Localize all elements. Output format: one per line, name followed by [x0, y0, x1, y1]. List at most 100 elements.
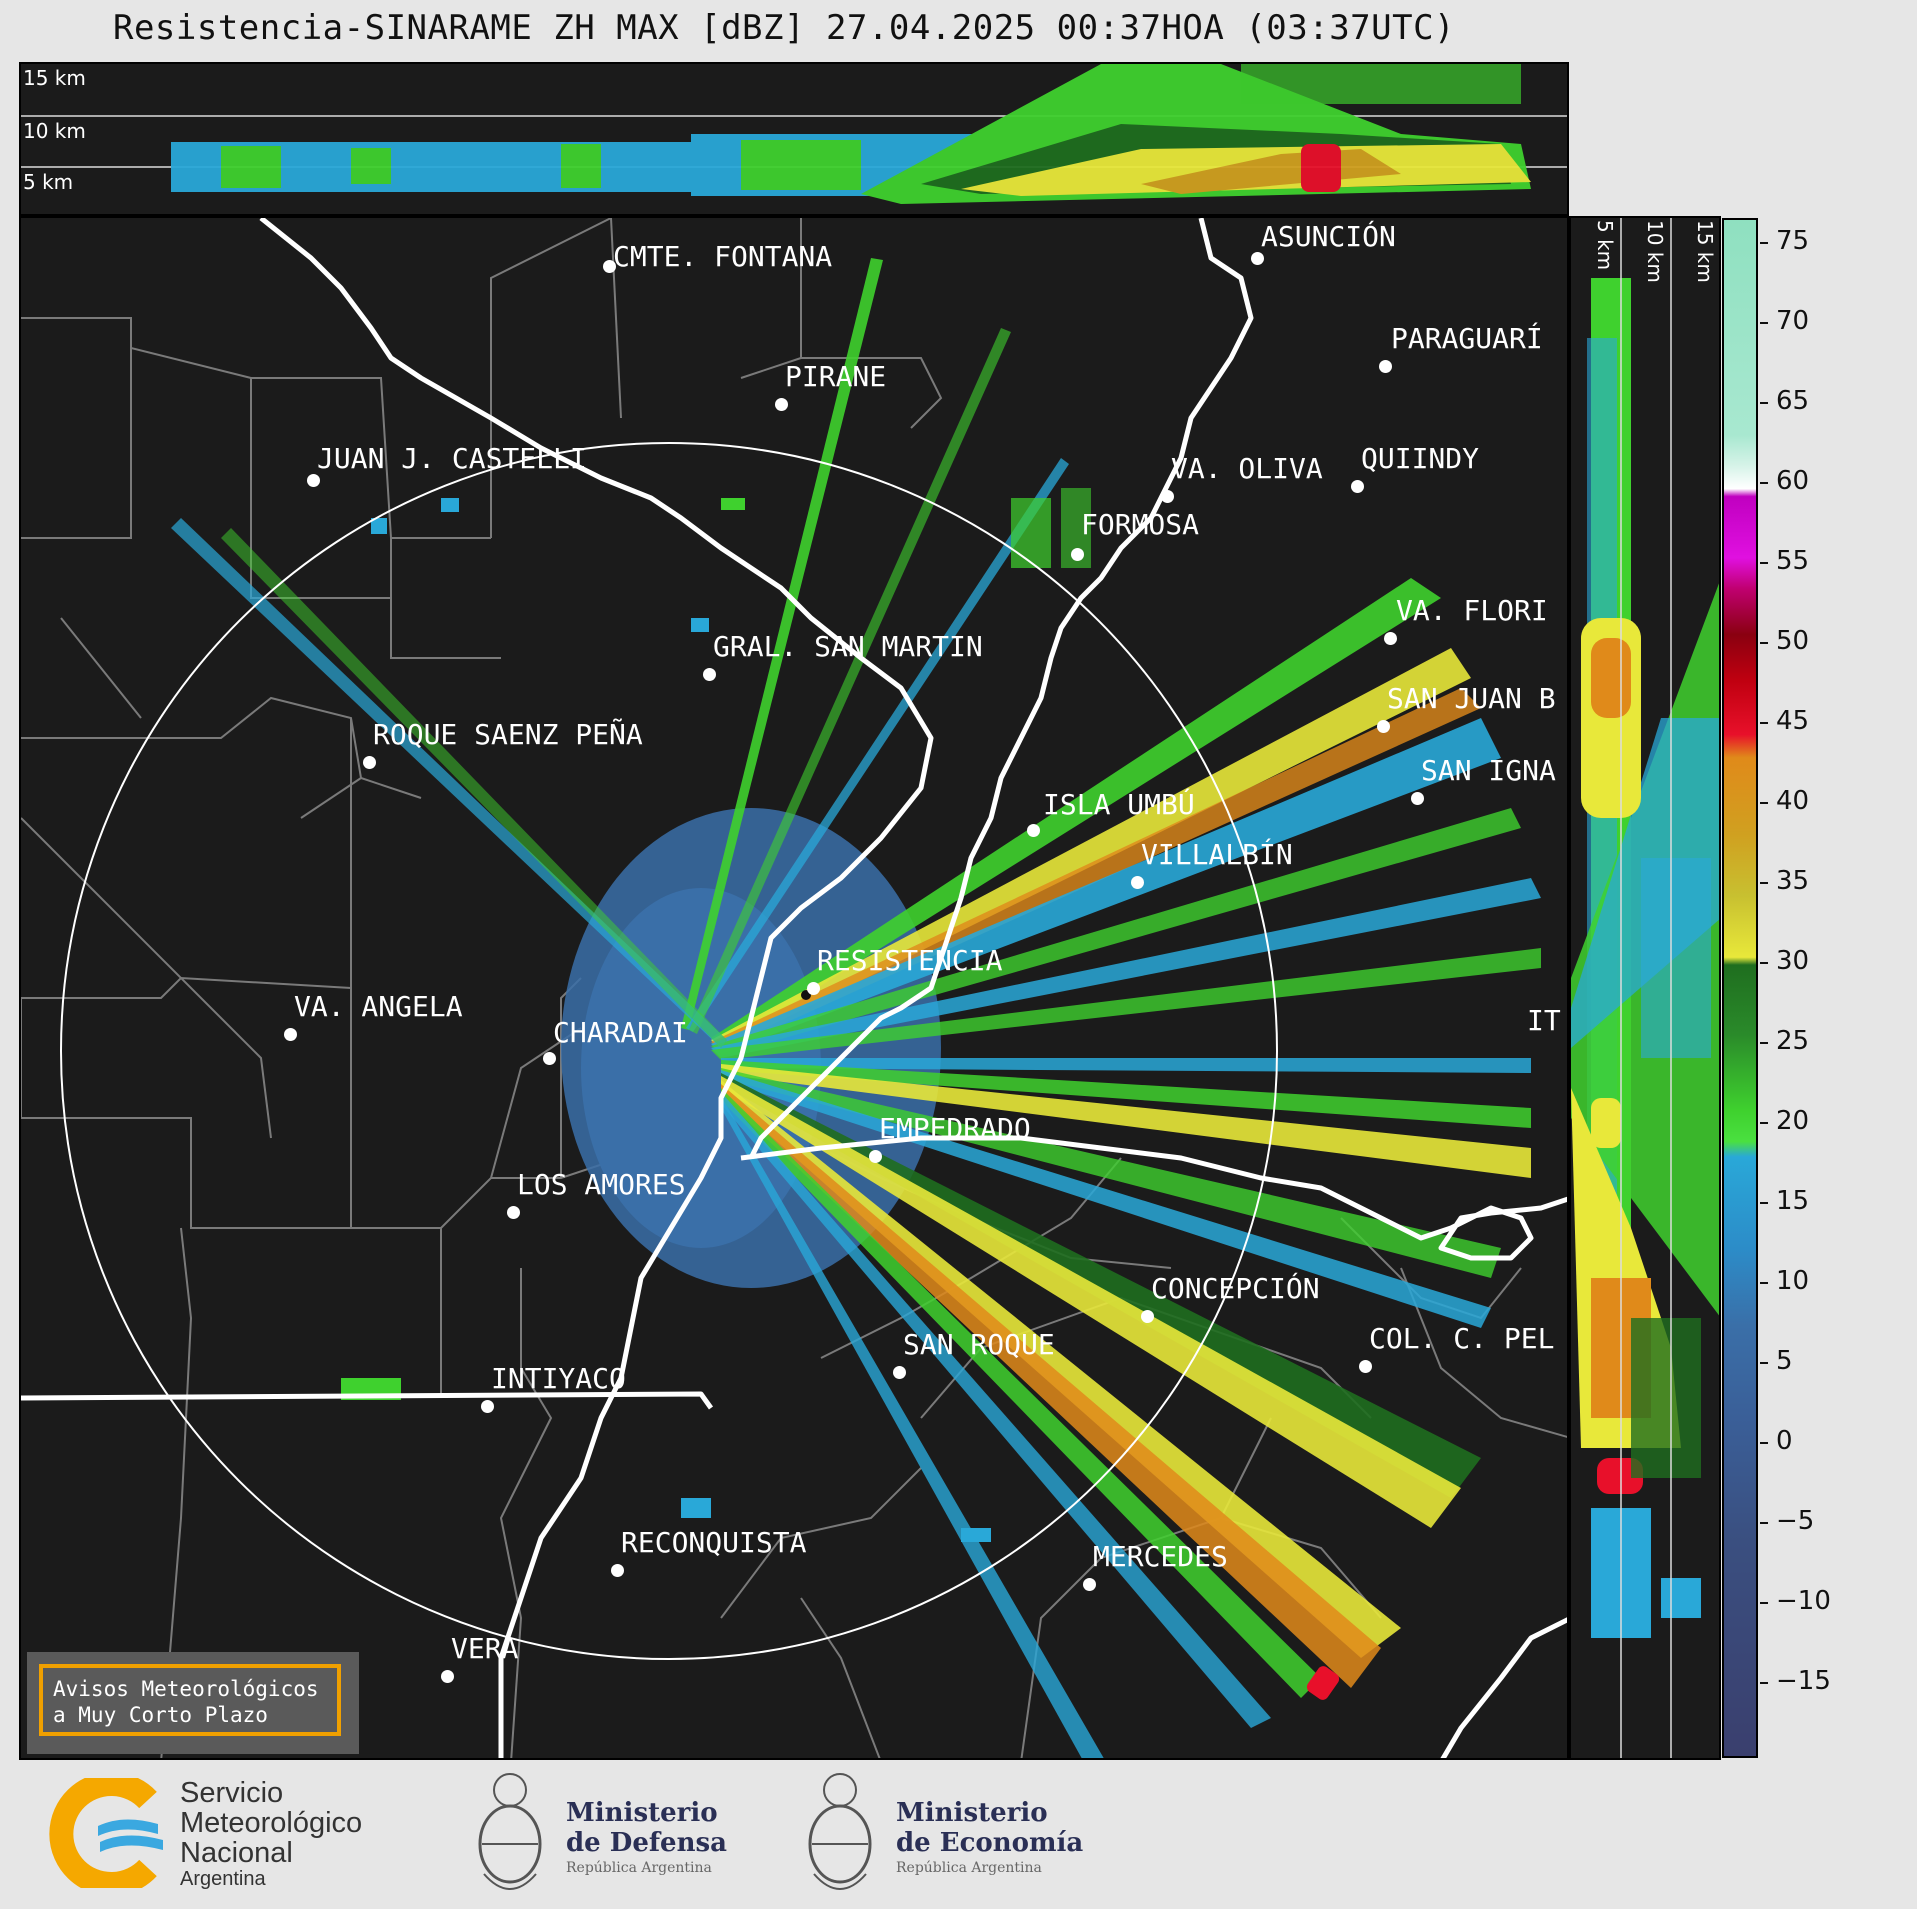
radar-center-marker: [801, 990, 811, 1000]
tick-15: 15: [1760, 1186, 1809, 1216]
avisos-frame: Avisos Meteorológicos a Muy Corto Plazo: [39, 1664, 341, 1736]
city-label: RECONQUISTA: [621, 1526, 807, 1559]
ministerio-economia-logo[interactable]: Ministerio de Economía República Argenti…: [800, 1764, 1120, 1904]
tick-40: 40: [1760, 786, 1809, 816]
country-boundaries: [21, 218, 1567, 1758]
city-marker: [543, 1052, 556, 1065]
coat-of-arms-icon: [478, 1773, 542, 1890]
tick-10: 10: [1760, 1266, 1809, 1296]
avisos-line-1: Avisos Meteorológicos: [53, 1677, 319, 1701]
city-marker: [775, 398, 788, 411]
city-label: INTIYACO: [491, 1362, 626, 1395]
city-label: RESISTENCIA: [817, 944, 1003, 977]
tick-20: 20: [1760, 1106, 1809, 1136]
tick-45: 45: [1760, 706, 1809, 736]
department-boundaries: [21, 218, 1567, 1758]
city-marker: [507, 1206, 520, 1219]
altitude-label-5km: 5 km: [23, 170, 74, 194]
smn-logo[interactable]: Servicio Meteorológico Nacional Argentin…: [48, 1778, 408, 1898]
radar-range-ring: [60, 442, 1278, 1660]
map-title: Resistencia-SINARAME ZH MAX [dBZ] 27.04.…: [112, 8, 1456, 48]
city-marker: [1027, 824, 1040, 837]
city-label: LOS AMORES: [517, 1168, 686, 1201]
city-marker: [284, 1028, 297, 1041]
tick-75: 75: [1760, 226, 1809, 256]
tick-60: 60: [1760, 466, 1809, 496]
city-label: SAN ROQUE: [903, 1328, 1055, 1361]
coat-of-arms-icon: [808, 1773, 872, 1890]
city-label: CMTE. FONTANA: [613, 240, 833, 273]
city-label: CONCEPCIÓN: [1151, 1272, 1320, 1305]
radar-echoes: [171, 258, 1541, 1758]
tick-30: 30: [1760, 946, 1809, 976]
tick-50: 50: [1760, 626, 1809, 656]
side-altitude-label-10km: 10 km: [1643, 220, 1667, 283]
top-cross-section-panel: 15 km 10 km 5 km: [19, 62, 1569, 216]
city-marker: [1379, 360, 1392, 373]
city-label: COL. C. PEL: [1369, 1322, 1555, 1355]
tick-5: 5: [1760, 1346, 1793, 1376]
ministerio-defensa-logo[interactable]: Ministerio de Defensa República Argentin…: [470, 1764, 770, 1904]
city-marker: [869, 1150, 882, 1163]
smn-line-2: Meteorológico: [180, 1807, 363, 1839]
defensa-line-1: Ministerio: [566, 1798, 718, 1828]
city-marker: [807, 982, 820, 995]
city-label: PIRANE: [785, 360, 887, 393]
city-marker: [893, 1366, 906, 1379]
city-marker: [1384, 632, 1397, 645]
city-label: VERA: [451, 1632, 519, 1665]
tick-minus15: −15: [1760, 1666, 1831, 1696]
city-marker: [307, 474, 320, 487]
radar-map-plot: [21, 218, 1567, 1758]
tick-minus5: −5: [1760, 1506, 1814, 1536]
colorbar-tick-labels: 75 70 65 60 55 50 45 40 35 30 25 20 15 1…: [1760, 218, 1880, 1758]
city-label: ASUNCIÓN: [1261, 220, 1396, 253]
dbz-colorbar: [1722, 218, 1758, 1758]
city-label: MERCEDES: [1093, 1540, 1228, 1573]
city-marker: [1251, 252, 1264, 265]
tick-minus10: −10: [1760, 1586, 1831, 1616]
side-cross-section-panel: 5 km 10 km 15 km: [1569, 216, 1721, 1760]
city-label: JUAN J. CASTELLI: [317, 442, 587, 475]
avisos-line-2: a Muy Corto Plazo: [53, 1703, 268, 1727]
city-marker: [363, 756, 376, 769]
city-label: QUIINDY: [1361, 442, 1480, 475]
city-label: EMPEDRADO: [879, 1112, 1031, 1145]
city-marker: [1411, 792, 1424, 805]
city-label: ROQUE SAENZ PEÑA: [373, 718, 643, 751]
city-label: GRAL. SAN MARTIN: [713, 630, 983, 663]
smn-emblem-icon: [49, 1778, 163, 1888]
side-altitude-label-5km: 5 km: [1593, 220, 1617, 271]
economia-line-3: República Argentina: [896, 1860, 1042, 1876]
city-marker: [1131, 876, 1144, 889]
city-marker: [1071, 548, 1084, 561]
city-label: ISLA UMBÚ: [1043, 788, 1195, 821]
city-marker: [1377, 720, 1390, 733]
tick-25: 25: [1760, 1026, 1809, 1056]
economia-line-2: de Economía: [896, 1828, 1084, 1858]
side-echoes: [1571, 278, 1719, 1638]
defensa-line-3: República Argentina: [566, 1860, 712, 1876]
avisos-badge[interactable]: Avisos Meteorológicos a Muy Corto Plazo: [27, 1652, 359, 1754]
city-label: FORMOSA: [1081, 508, 1200, 541]
city-marker: [611, 1564, 624, 1577]
side-cross-section-plot: [1571, 218, 1719, 1758]
city-label: VILLALBÍN: [1141, 838, 1293, 871]
economia-line-1: Ministerio: [896, 1798, 1048, 1828]
top-echoes: [171, 64, 1531, 204]
city-marker: [481, 1400, 494, 1413]
city-marker: [1359, 1360, 1372, 1373]
city-marker: [1083, 1578, 1096, 1591]
radar-map[interactable]: CMTE. FONTANA ASUNCIÓN PIRANE PARAGUARÍ …: [19, 216, 1569, 1760]
altitude-label-15km: 15 km: [23, 66, 86, 90]
city-marker: [703, 668, 716, 681]
tick-55: 55: [1760, 546, 1809, 576]
city-marker: [1161, 490, 1174, 503]
tick-35: 35: [1760, 866, 1809, 896]
tick-0: 0: [1760, 1426, 1793, 1456]
tick-65: 65: [1760, 386, 1809, 416]
side-altitude-label-15km: 15 km: [1693, 220, 1717, 283]
city-label: CHARADAI: [553, 1016, 688, 1049]
city-label: PARAGUARÍ: [1391, 322, 1543, 355]
defensa-line-2: de Defensa: [566, 1828, 727, 1858]
